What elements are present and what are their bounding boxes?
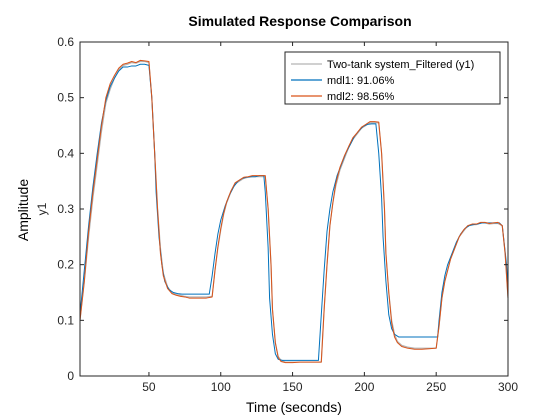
x-tick-label: 150 [283, 380, 303, 394]
y-tick-label: 0.4 [57, 146, 74, 160]
legend-label-3: mdl2: 98.56% [327, 91, 394, 103]
y-channel-label: y1 [35, 202, 49, 215]
y-tick-label: 0.1 [57, 313, 74, 327]
x-tick-label: 50 [142, 380, 156, 394]
y-tick-label: 0.3 [57, 202, 74, 216]
chart-title: Simulated Response Comparison [188, 13, 411, 29]
y-tick-label: 0 [67, 369, 74, 383]
x-tick-label: 100 [211, 380, 231, 394]
y-tick-label: 0.5 [57, 91, 74, 105]
y-tick-label: 0.6 [57, 35, 74, 49]
x-tick-label: 200 [354, 380, 374, 394]
legend-label-2: mdl1: 91.06% [327, 75, 394, 87]
series-line-3 [79, 59, 509, 364]
ticks-layer: 50 100 150 200 250 300 0 0.1 0.2 0.3 0.4 0.5 0.6 [57, 35, 518, 394]
series-layer [79, 59, 509, 364]
legend-label-1: Two-tank system_Filtered (y1) [327, 59, 474, 71]
legend-entries: Two-tank system_Filtered (y1) mdl1: 91.06… [291, 59, 474, 103]
x-tick-label: 300 [498, 380, 518, 394]
x-axis-label: Time (seconds) [246, 399, 342, 415]
legend-box [284, 51, 501, 105]
y-tick-label: 0.2 [57, 258, 74, 272]
legend[interactable]: Two-tank system_Filtered (y1) mdl1: 91.06… [284, 51, 501, 105]
x-tick-label: 250 [426, 380, 446, 394]
y-axis-label: Amplitude [15, 179, 31, 241]
